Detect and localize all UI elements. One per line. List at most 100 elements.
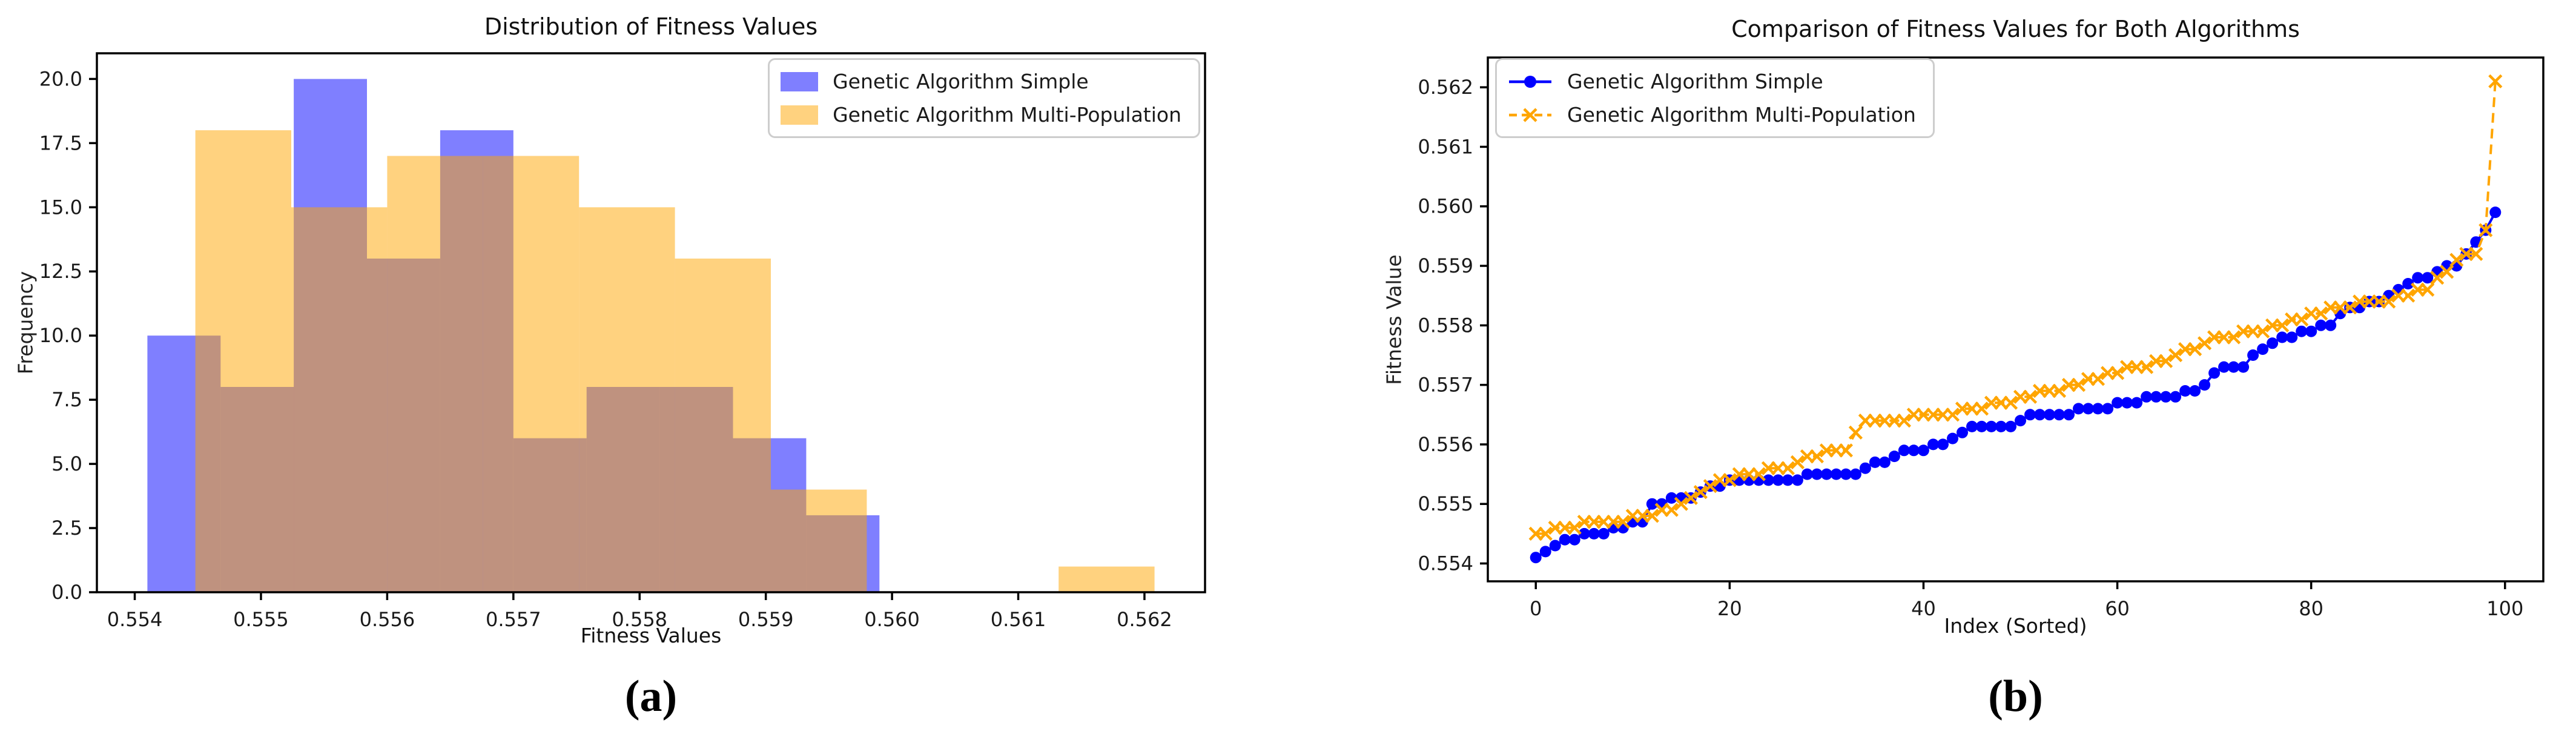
circle-marker-icon: [1559, 533, 1571, 546]
axes-frame: [1487, 56, 2545, 583]
circle-marker-icon: [1539, 546, 1551, 558]
circle-marker-icon: [1830, 468, 1842, 480]
x-marker-icon: [1897, 414, 1911, 428]
y-tick-label: 0.555: [1418, 492, 1473, 515]
x-tick-label: 0.557: [486, 608, 541, 631]
y-tick-label: 20.0: [39, 67, 82, 90]
y-tick-label: 5.0: [51, 452, 82, 475]
hist-bar-s1: [483, 156, 580, 592]
x-tick-label: 100: [2486, 597, 2523, 620]
chart-title-b: Comparison of Fitness Values for Both Al…: [1731, 16, 2300, 42]
circle-marker-icon: [2296, 325, 2308, 337]
circle-marker-icon: [2286, 331, 2298, 343]
circle-marker-icon: [1898, 444, 1910, 457]
x-marker-icon: [2052, 383, 2067, 398]
circle-marker-icon: [1578, 527, 1590, 540]
x-marker-icon: [2188, 342, 2202, 357]
x-marker-icon: [2110, 366, 2125, 380]
y-tick-label: 0.556: [1418, 433, 1473, 456]
x-marker-icon: [1567, 520, 1582, 535]
circle-marker-icon: [1646, 498, 1658, 510]
circle-marker-icon: [1869, 456, 1881, 468]
legend-label-multi: Genetic Algorithm Multi-Population: [833, 103, 1181, 127]
x-marker-icon: [2430, 271, 2445, 285]
figure-panel-a: 0.554 0.555 0.556 0.557 0.558 0.559 0.560 0.561…: [13, 13, 1206, 721]
circle-marker-icon: [1907, 444, 1920, 457]
circle-marker-icon: [1568, 533, 1580, 546]
circle-marker-icon: [2073, 403, 2084, 415]
circle-marker-icon: [2218, 361, 2230, 373]
x-marker-icon: [2256, 324, 2270, 338]
circle-marker-icon: [2257, 343, 2269, 355]
circle-marker-icon: [2160, 391, 2172, 403]
x-marker-icon: [1790, 455, 1805, 469]
y-tick-label: 0.562: [1418, 76, 1473, 99]
x-marker-icon: [1838, 443, 1853, 458]
hist-bar-s1: [387, 156, 483, 592]
legend-b: Genetic Algorithm Simple Genetic Algorit…: [1495, 58, 1935, 138]
circle-marker-icon: [1937, 438, 1949, 451]
circle-marker-icon: [2189, 385, 2201, 397]
circle-marker-icon: [1811, 468, 1823, 480]
x-marker-icon: [2198, 336, 2212, 351]
circle-marker-icon: [2112, 397, 2124, 409]
circle-marker-icon: [1665, 492, 1677, 504]
circle-marker-icon: [1791, 474, 1803, 486]
legend-item-simple: Genetic Algorithm Simple: [781, 70, 1181, 93]
histogram-svg: 0.554 0.555 0.556 0.557 0.558 0.559 0.560 0.561…: [39, 52, 1206, 631]
circle-marker-icon: [2121, 397, 2133, 409]
circle-marker-icon: [1782, 474, 1794, 486]
x-marker-icon: [2314, 306, 2328, 321]
hist-bar-s1: [195, 130, 291, 593]
y-tick-label: 7.5: [51, 388, 82, 411]
circle-marker-icon: [2228, 361, 2240, 373]
circle-marker-icon: [1966, 420, 1978, 432]
x-marker-icon: [1523, 107, 1537, 122]
x-marker-icon: [2168, 348, 2183, 363]
circle-marker-icon: [2247, 349, 2259, 361]
y-tick-label: 0.554: [1418, 552, 1473, 575]
figure-caption-b: (b): [1988, 672, 2043, 721]
y-tick-label: 17.5: [39, 131, 82, 154]
y-tick-label: 0.561: [1418, 135, 1473, 158]
x-marker-icon: [2488, 74, 2503, 88]
x-marker-icon: [2023, 389, 2038, 404]
circle-marker-icon: [2150, 391, 2162, 403]
legend-item-multi: Genetic Algorithm Multi-Population: [1508, 103, 1916, 127]
circle-marker-icon: [2034, 409, 2046, 421]
circle-marker-icon: [1772, 474, 1784, 486]
x-tick-label: 0: [1530, 597, 1542, 620]
x-tick-label: 0.559: [738, 608, 794, 631]
x-axis-label-b: Index (Sorted): [1944, 614, 2087, 638]
circle-marker-icon: [2305, 325, 2317, 337]
legend-key-multi-line-icon: [1509, 107, 1551, 122]
circle-marker-icon: [2044, 409, 2055, 421]
figure-caption-a: (a): [624, 672, 678, 721]
circle-marker-icon: [2315, 319, 2327, 331]
circle-marker-icon: [1995, 420, 2007, 432]
x-tick-label: 0.554: [107, 608, 163, 631]
hist-bar-s1: [291, 207, 388, 592]
x-marker-icon: [1616, 515, 1630, 529]
x-tick-label: 0.560: [864, 608, 920, 631]
x-marker-icon: [2343, 300, 2357, 315]
x-marker-icon: [1693, 485, 1708, 500]
x-tick-label: 0.561: [991, 608, 1046, 631]
x-marker-icon: [2003, 395, 2018, 410]
circle-marker-icon: [1878, 456, 1891, 468]
y-tick-label: 10.0: [39, 324, 82, 347]
circle-marker-icon: [1840, 468, 1852, 480]
y-axis-label-a: Frequency: [13, 271, 38, 375]
x-marker-icon: [2469, 246, 2483, 261]
line-chart-svg: 0 20 40 60 80 100 0.554 0.555 0.556 0.557 0.558 0.5…: [1418, 56, 2545, 620]
x-tick-label: 40: [1911, 597, 1936, 620]
circle-marker-icon: [2131, 397, 2143, 409]
circle-marker-icon: [1976, 420, 1987, 432]
x-marker-icon: [1809, 449, 1824, 464]
x-marker-icon: [2071, 378, 2086, 392]
hist-bar-s1: [1058, 566, 1155, 592]
circle-marker-icon: [1549, 540, 1561, 552]
circle-marker-icon: [2208, 367, 2221, 379]
legend-item-simple: Genetic Algorithm Simple: [1508, 70, 1916, 93]
